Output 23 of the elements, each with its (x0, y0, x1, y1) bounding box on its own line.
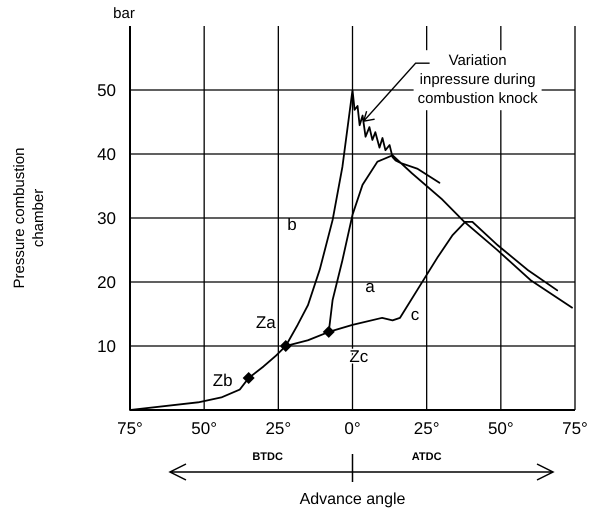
y-tick-label: 50 (97, 81, 116, 100)
x-tick-label: 0° (344, 419, 361, 438)
y-tick-label: 30 (97, 209, 116, 228)
x-axis-title: Advance angle (300, 491, 406, 508)
text: bar (113, 5, 135, 22)
x-tick-label: 75° (562, 419, 588, 438)
y-tick-label: 40 (97, 145, 116, 164)
x-tick-label: 75° (117, 419, 143, 438)
x-tick-label: 25° (265, 419, 292, 438)
text: ATDC (412, 451, 442, 463)
annotation: Variation inpressure during combustion knock (418, 52, 538, 108)
series-label: a (365, 277, 376, 296)
text: BTDC (252, 451, 283, 463)
y-tick-label: 20 (97, 273, 116, 292)
y-tick-label: 10 (97, 337, 116, 356)
x-tick-label: 50° (191, 419, 218, 438)
y-axis-title: Pressure combustion chamber (11, 148, 47, 288)
series-label: c (410, 305, 420, 324)
x-tick-label: 25° (414, 419, 440, 438)
annotation: Za (256, 313, 276, 332)
annotation: Zb (212, 371, 233, 390)
series-label: b (287, 215, 297, 234)
x-tick-label: 50° (488, 419, 514, 438)
